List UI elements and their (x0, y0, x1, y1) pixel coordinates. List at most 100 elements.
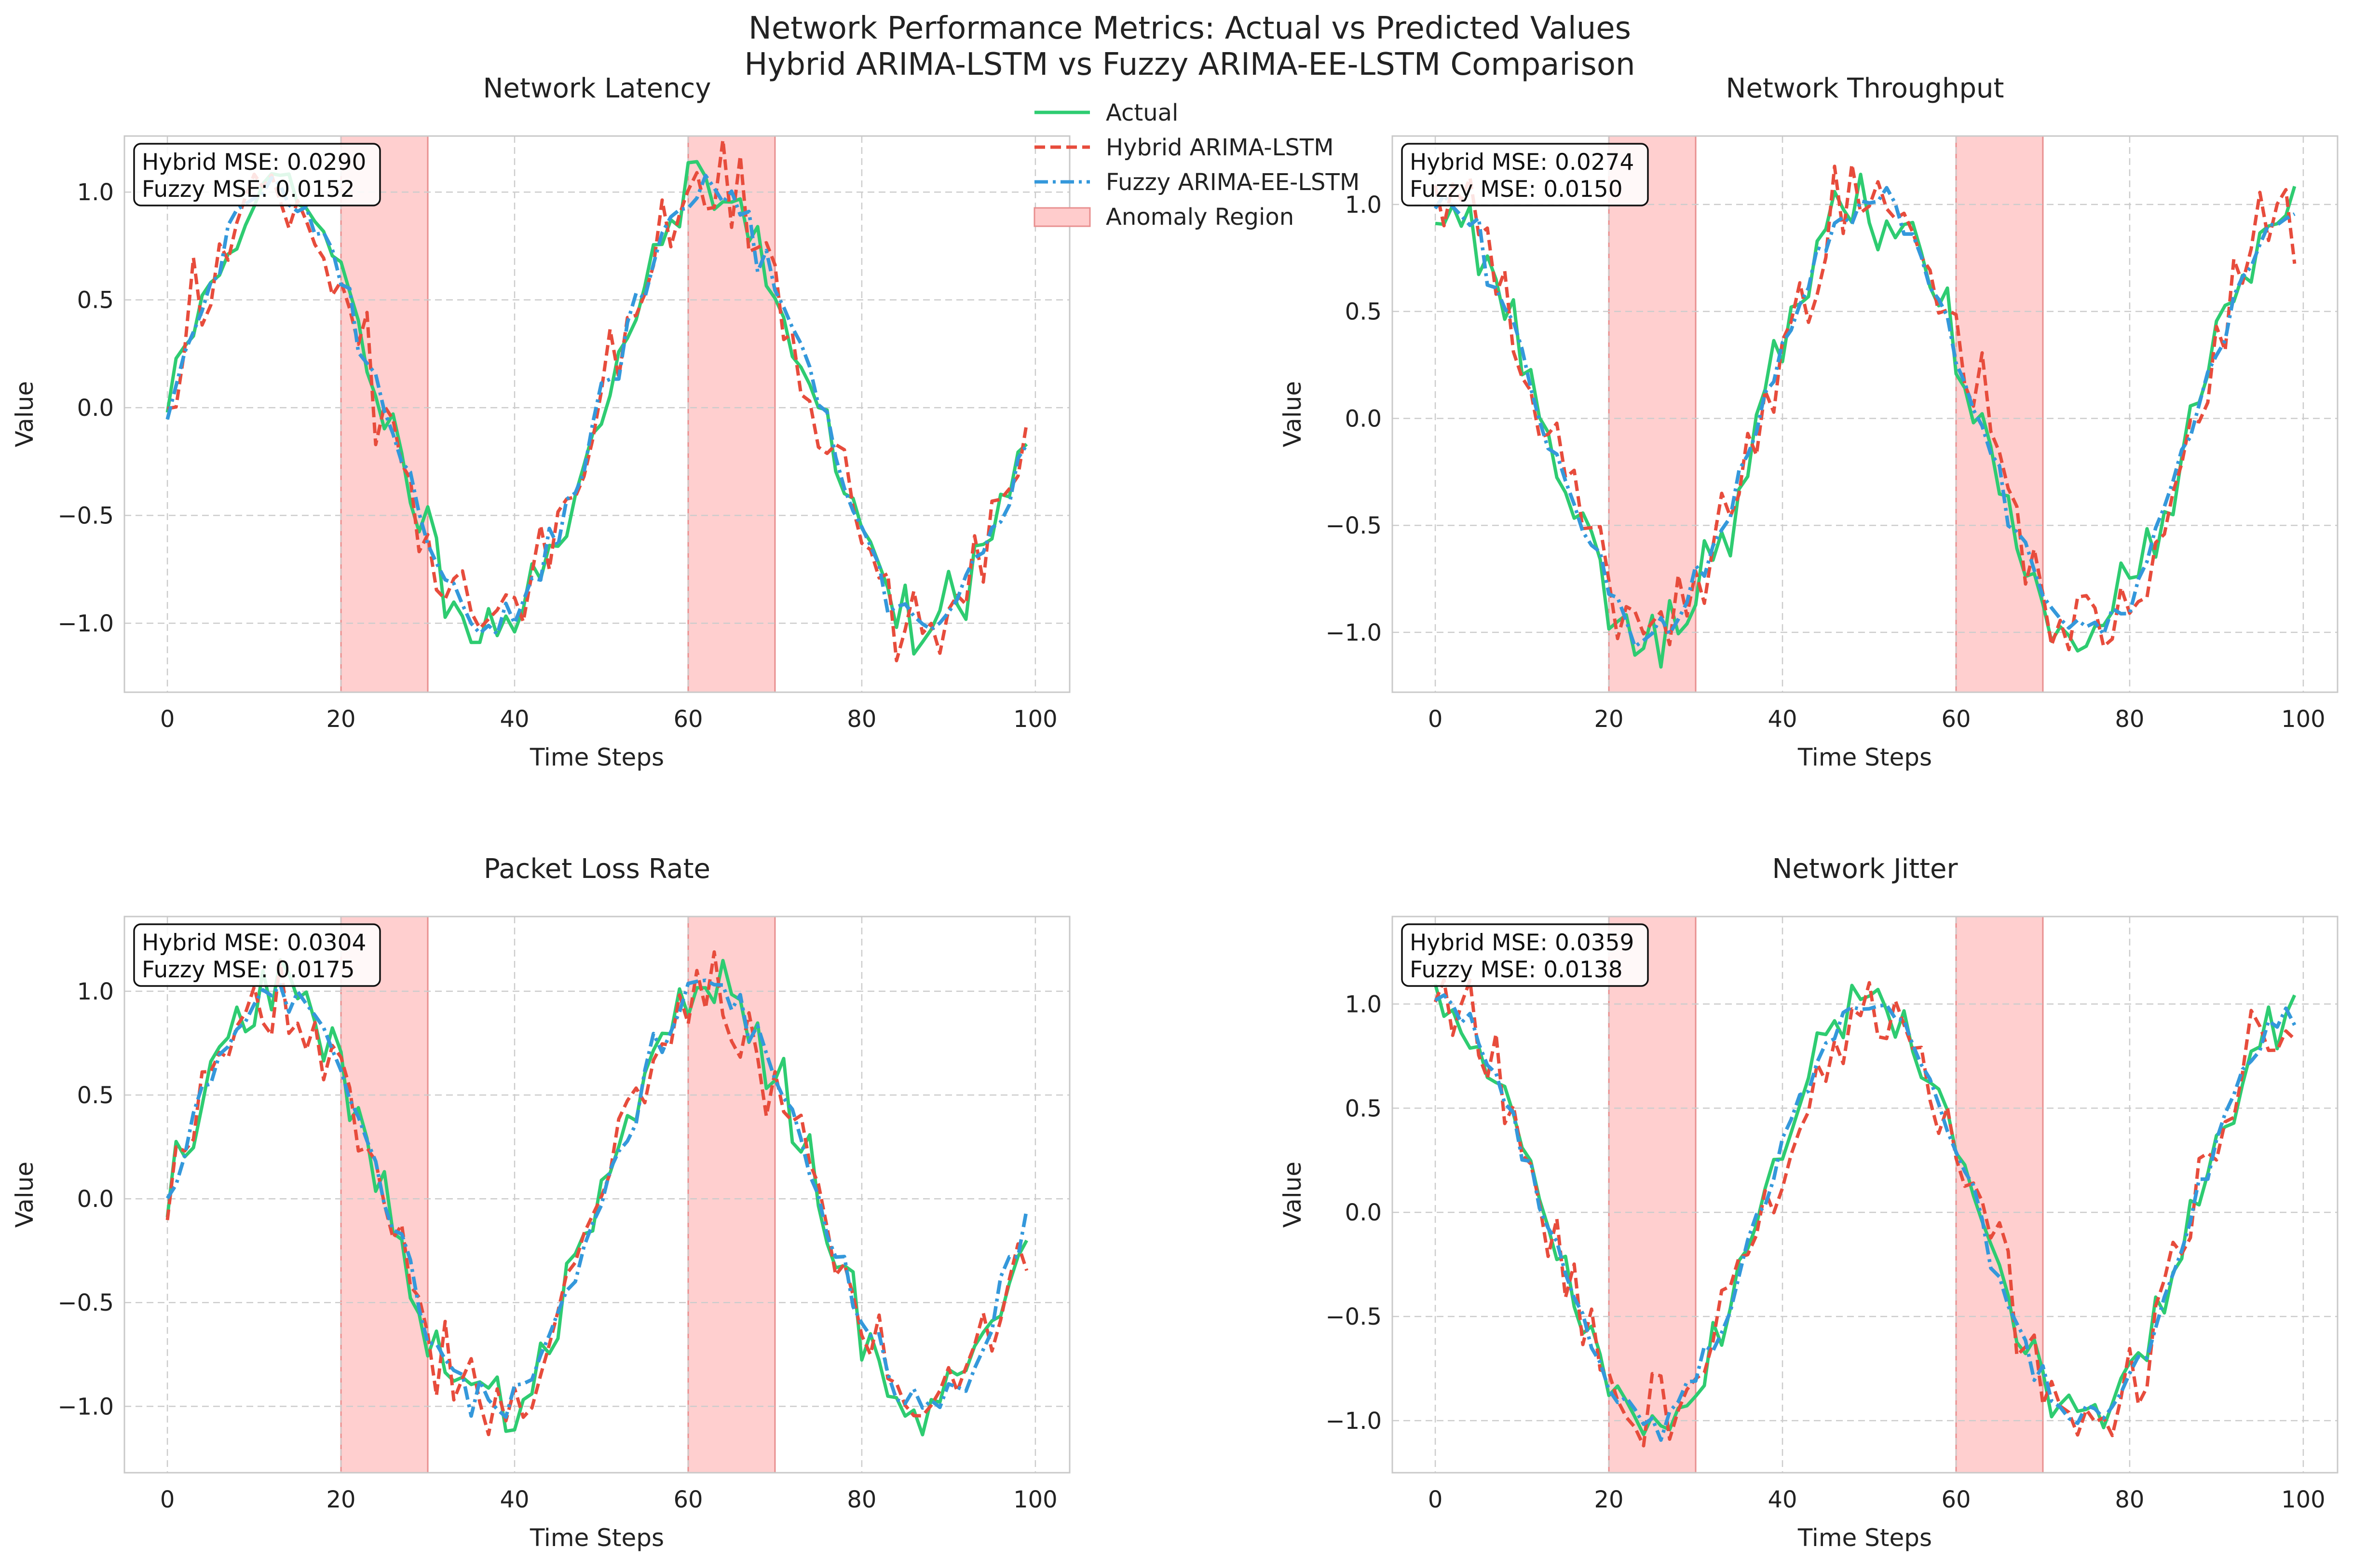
hybrid-mse-label: Hybrid MSE: 0.0304 (142, 930, 366, 956)
y-tick-label: 0.0 (1345, 1199, 1382, 1226)
fuzzy-mse-label: Fuzzy MSE: 0.0175 (142, 957, 355, 983)
hybrid-mse-label: Hybrid MSE: 0.0274 (1410, 149, 1634, 176)
subplot-title: Network Throughput (1726, 73, 2004, 104)
x-tick-label: 60 (673, 706, 703, 733)
y-axis-label: Value (1278, 1162, 1306, 1228)
hybrid-mse-label: Hybrid MSE: 0.0359 (1410, 930, 1634, 956)
anomaly-region-1 (1608, 135, 1697, 693)
legend-entry-3: Fuzzy ARIMA-EE-LSTM (1034, 169, 1360, 196)
subplot-1: 0 20 40 60 80 100 −1.0 −0.5 0.0 0.5 1.0 Network Lat… (11, 73, 1071, 771)
legend-label: Fuzzy ARIMA-EE-LSTM (1106, 169, 1360, 196)
anomaly-region-1 (340, 135, 429, 693)
y-tick-label: 0.0 (1345, 405, 1382, 432)
series-line-fuzzy (1433, 186, 2296, 649)
subplot-grid: 0 20 40 60 80 100 −1.0 −0.5 0.0 0.5 1.0 Network Lat… (11, 73, 2339, 1552)
axes-frame (1391, 135, 2339, 693)
x-tick-label: 20 (1594, 706, 1624, 733)
y-axis-label: Value (11, 381, 39, 447)
figure-title-line1: Network Performance Metrics: Actual vs P… (748, 11, 1631, 46)
x-tick-label: 60 (673, 1486, 703, 1513)
x-axis-label: Time Steps (530, 1524, 664, 1552)
x-tick-label: 0 (160, 706, 175, 733)
y-tick-label: 0.5 (1345, 299, 1382, 326)
x-tick-label: 40 (1768, 1486, 1797, 1513)
x-tick-label: 60 (1941, 1486, 1971, 1513)
y-tick-label: 0.5 (77, 1082, 114, 1109)
y-tick-label: −0.5 (1325, 1303, 1382, 1330)
series-line-fuzzy (165, 173, 1029, 636)
x-tick-label: 80 (2115, 1486, 2144, 1513)
x-tick-label: 80 (847, 706, 876, 733)
hybrid-mse-label: Hybrid MSE: 0.0290 (142, 149, 366, 176)
subplot-3: 0 20 40 60 80 100 −1.0 −0.5 0.0 0.5 1.0 Packet Loss… (11, 853, 1071, 1552)
subplot-4: 0 20 40 60 80 100 −1.0 −0.5 0.0 0.5 1.0 Network Jit… (1278, 853, 2339, 1552)
fuzzy-mse-label: Fuzzy MSE: 0.0150 (1410, 176, 1623, 203)
x-tick-label: 80 (2115, 706, 2144, 733)
y-tick-label: −0.5 (57, 1289, 114, 1316)
y-tick-label: 0.0 (77, 1186, 114, 1213)
y-axis-label: Value (11, 1162, 39, 1228)
y-tick-label: 1.0 (77, 978, 114, 1005)
x-tick-label: 20 (326, 706, 356, 733)
y-tick-label: 0.5 (77, 287, 114, 314)
subplot-2: 0 20 40 60 80 100 −1.0 −0.5 0.0 0.5 1.0 Network Thr… (1278, 73, 2339, 771)
anomaly-region-1 (1608, 916, 1697, 1474)
legend-label: Actual (1106, 99, 1178, 126)
legend-swatch (1034, 207, 1091, 227)
y-tick-label: 1.0 (1345, 991, 1382, 1018)
y-tick-label: −0.5 (1325, 512, 1382, 539)
series-line-hybrid (165, 950, 1029, 1437)
anomaly-region-1 (340, 916, 429, 1474)
figure-title-line2: Hybrid ARIMA-LSTM vs Fuzzy ARIMA-EE-LSTM… (744, 47, 1635, 82)
x-tick-label: 20 (326, 1486, 356, 1513)
axes-frame (123, 916, 1071, 1474)
legend-entry-1: Actual (1034, 99, 1178, 126)
anomaly-region-2 (687, 135, 776, 693)
legend: Actual Hybrid ARIMA-LSTM Fuzzy ARIMA-EE-LS… (1034, 99, 1360, 231)
legend-label: Hybrid ARIMA-LSTM (1106, 134, 1334, 161)
legend-entry-4: Anomaly Region (1034, 204, 1294, 231)
series-line-hybrid (1433, 163, 2297, 652)
x-tick-label: 40 (500, 1486, 529, 1513)
x-tick-label: 60 (1941, 706, 1971, 733)
mse-annotation-box (1401, 143, 1649, 206)
series-line-fuzzy (165, 978, 1029, 1419)
anomaly-region-2 (1955, 135, 2044, 693)
y-tick-label: −1.0 (57, 1393, 114, 1420)
y-axis-label: Value (1278, 381, 1306, 447)
x-axis-label: Time Steps (1797, 1524, 1932, 1552)
x-tick-label: 100 (1013, 1486, 1058, 1513)
legend-label: Anomaly Region (1106, 204, 1294, 231)
mse-annotation-box (133, 143, 381, 206)
x-tick-label: 0 (1428, 1486, 1443, 1513)
x-tick-label: 100 (2281, 1486, 2326, 1513)
x-tick-label: 100 (1013, 706, 1058, 733)
x-tick-label: 80 (847, 1486, 876, 1513)
x-tick-label: 0 (160, 1486, 175, 1513)
subplot-title: Network Jitter (1772, 853, 1958, 885)
y-tick-label: −0.5 (57, 503, 114, 530)
anomaly-region-2 (687, 916, 776, 1474)
x-axis-label: Time Steps (1797, 743, 1932, 771)
axes-frame (1391, 916, 2339, 1474)
x-tick-label: 100 (2281, 706, 2326, 733)
mse-annotation-box (133, 923, 381, 987)
legend-entry-2: Hybrid ARIMA-LSTM (1034, 134, 1334, 161)
mse-annotation-box (1401, 923, 1649, 987)
y-tick-label: −1.0 (1325, 619, 1382, 646)
y-tick-label: 0.5 (1345, 1095, 1382, 1122)
series-line-hybrid (167, 138, 1029, 662)
fuzzy-mse-label: Fuzzy MSE: 0.0152 (142, 176, 355, 203)
y-tick-label: 1.0 (1345, 192, 1382, 219)
x-axis-label: Time Steps (530, 743, 664, 771)
x-tick-label: 40 (500, 706, 529, 733)
axes-frame (123, 135, 1071, 693)
x-tick-label: 0 (1428, 706, 1443, 733)
y-tick-label: 0.0 (77, 395, 114, 422)
y-tick-label: 1.0 (77, 179, 114, 206)
fuzzy-mse-label: Fuzzy MSE: 0.0138 (1410, 957, 1623, 983)
x-tick-label: 20 (1594, 1486, 1624, 1513)
subplot-title: Network Latency (483, 73, 711, 104)
anomaly-region-2 (1955, 916, 2044, 1474)
